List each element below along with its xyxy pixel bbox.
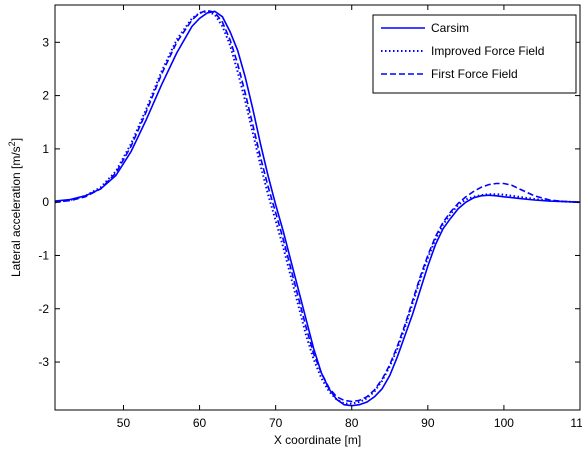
y-tick-label: 3 (42, 35, 49, 49)
y-tick-label: 2 (42, 89, 49, 103)
legend-entry-first-force-field: First Force Field (431, 67, 518, 81)
legend-entry-improved-force-field: Improved Force Field (431, 44, 544, 58)
y-tick-label: -1 (38, 248, 49, 262)
plot-area (54, 9, 581, 407)
x-tick-label: 100 (494, 416, 514, 430)
y-axis-label: Lateral acceleration [m/s2] (7, 138, 23, 277)
y-axis-label-superscript: 2 (7, 141, 17, 146)
x-tick-label: 60 (193, 416, 207, 430)
y-axis-label-end: ] (9, 138, 23, 141)
series-line-first-force-field (54, 9, 581, 403)
x-axis-label: X coordinate [m] (274, 433, 361, 447)
x-tick-label: 70 (269, 416, 283, 430)
x-tick-label: 50 (117, 416, 131, 430)
y-axis-label-main: Lateral acceleration [m/s (9, 146, 23, 277)
axes-frame (54, 4, 581, 411)
legend: Carsim Improved Force Field First Force … (372, 14, 577, 94)
x-tick-label: 110 (570, 416, 582, 430)
axis-ticks: 50 60 70 80 90 100 110 -3 -2 -1 0 1 2 3 (38, 5, 582, 430)
legend-entry-carsim: Carsim (431, 21, 469, 35)
series-line-carsim (54, 10, 581, 407)
y-tick-label: 1 (42, 142, 49, 156)
x-tick-label: 80 (345, 416, 359, 430)
y-tick-label: 0 (42, 195, 49, 209)
x-tick-label: 90 (421, 416, 435, 430)
y-tick-label: -2 (38, 302, 49, 316)
y-tick-label: -3 (38, 355, 49, 369)
